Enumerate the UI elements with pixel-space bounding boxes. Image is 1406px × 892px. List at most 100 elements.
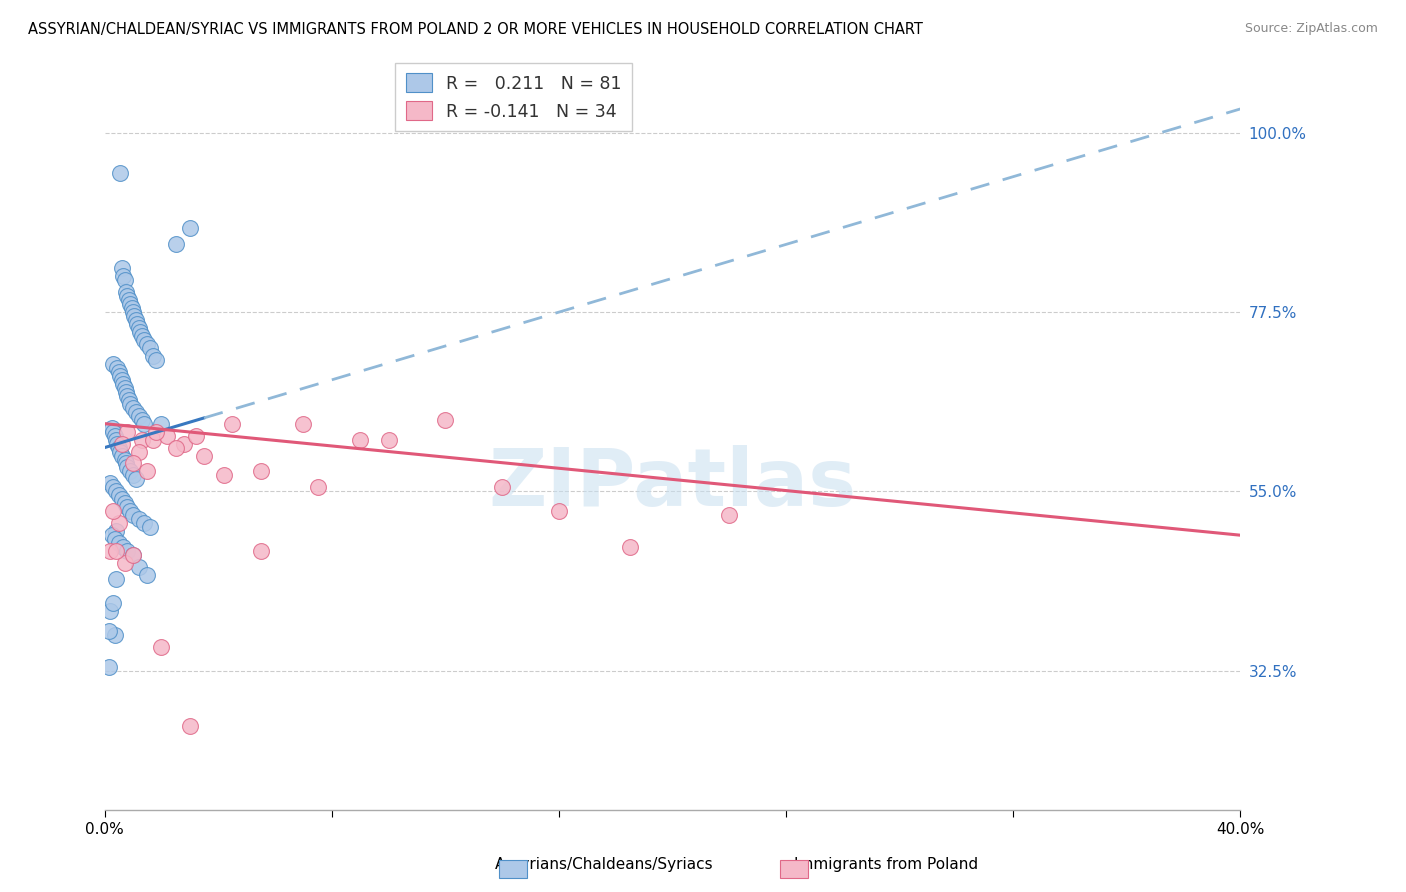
Point bbox=[108, 536, 131, 550]
Point bbox=[117, 460, 139, 475]
Point bbox=[118, 293, 141, 308]
Point bbox=[125, 313, 148, 327]
Point bbox=[107, 360, 129, 375]
Point bbox=[107, 436, 129, 450]
Point bbox=[131, 433, 153, 447]
Point bbox=[134, 417, 156, 431]
Point bbox=[125, 472, 148, 486]
Point bbox=[122, 508, 145, 523]
Point bbox=[105, 544, 128, 558]
Legend: R =   0.211   N = 81, R = -0.141   N = 34: R = 0.211 N = 81, R = -0.141 N = 34 bbox=[395, 63, 631, 131]
Point bbox=[434, 412, 457, 426]
Point bbox=[718, 508, 741, 523]
Point bbox=[103, 480, 125, 494]
Point bbox=[112, 540, 135, 554]
Point bbox=[111, 261, 134, 276]
Point bbox=[104, 532, 127, 546]
Point bbox=[122, 401, 145, 415]
Point bbox=[250, 544, 273, 558]
Point bbox=[128, 560, 150, 574]
Point bbox=[105, 433, 128, 447]
Point bbox=[122, 305, 145, 319]
Point bbox=[120, 397, 142, 411]
Point bbox=[142, 349, 165, 363]
Point bbox=[103, 596, 125, 610]
Point bbox=[139, 520, 162, 534]
Point bbox=[250, 465, 273, 479]
Point bbox=[136, 465, 159, 479]
Point bbox=[212, 468, 235, 483]
Point bbox=[103, 504, 125, 518]
Point bbox=[110, 368, 132, 383]
Point bbox=[110, 444, 132, 458]
Point bbox=[117, 289, 139, 303]
Point bbox=[124, 309, 146, 323]
Point bbox=[128, 512, 150, 526]
Point bbox=[97, 659, 120, 673]
Point bbox=[98, 544, 121, 558]
Point bbox=[131, 329, 153, 343]
Point bbox=[127, 317, 149, 331]
Point bbox=[134, 333, 156, 347]
Point bbox=[120, 504, 142, 518]
Point bbox=[115, 457, 138, 471]
Point bbox=[156, 428, 179, 442]
Point bbox=[117, 425, 139, 439]
Point bbox=[103, 357, 125, 371]
Text: Immigrants from Poland: Immigrants from Poland bbox=[794, 857, 977, 872]
Text: ZIPatlas: ZIPatlas bbox=[488, 445, 856, 523]
Point bbox=[139, 341, 162, 355]
Point bbox=[120, 297, 142, 311]
Point bbox=[179, 221, 201, 235]
Point bbox=[117, 389, 139, 403]
Point bbox=[619, 540, 641, 554]
Point bbox=[131, 412, 153, 426]
Point bbox=[134, 516, 156, 531]
Point bbox=[115, 384, 138, 399]
Point bbox=[142, 433, 165, 447]
Point bbox=[548, 504, 571, 518]
Text: Assyrians/Chaldeans/Syriacs: Assyrians/Chaldeans/Syriacs bbox=[495, 857, 714, 872]
Point bbox=[105, 524, 128, 539]
Point bbox=[108, 441, 131, 455]
Point bbox=[111, 449, 134, 463]
Point bbox=[122, 457, 145, 471]
Point bbox=[165, 441, 187, 455]
Point bbox=[111, 436, 134, 450]
Point bbox=[145, 425, 167, 439]
Point bbox=[98, 476, 121, 491]
Point bbox=[193, 449, 215, 463]
Point bbox=[129, 325, 152, 339]
Point bbox=[150, 417, 173, 431]
Point bbox=[104, 428, 127, 442]
Point bbox=[110, 166, 132, 180]
Point bbox=[122, 468, 145, 483]
Point bbox=[491, 480, 513, 494]
Point bbox=[145, 352, 167, 367]
Point bbox=[150, 640, 173, 654]
Point bbox=[117, 544, 139, 558]
Point bbox=[103, 425, 125, 439]
Point bbox=[221, 417, 243, 431]
Point bbox=[112, 376, 135, 391]
Point bbox=[108, 516, 131, 531]
Point bbox=[114, 273, 136, 287]
Point bbox=[114, 452, 136, 467]
Text: ASSYRIAN/CHALDEAN/SYRIAC VS IMMIGRANTS FROM POLAND 2 OR MORE VEHICLES IN HOUSEHO: ASSYRIAN/CHALDEAN/SYRIAC VS IMMIGRANTS F… bbox=[28, 22, 922, 37]
Point bbox=[108, 488, 131, 502]
Point bbox=[136, 337, 159, 351]
Point bbox=[114, 381, 136, 395]
Point bbox=[118, 392, 141, 407]
Point bbox=[136, 568, 159, 582]
Point bbox=[165, 237, 187, 252]
Point bbox=[104, 628, 127, 642]
Point bbox=[111, 492, 134, 507]
Point bbox=[114, 556, 136, 570]
Point bbox=[122, 548, 145, 562]
Point bbox=[97, 624, 120, 638]
Text: Source: ZipAtlas.com: Source: ZipAtlas.com bbox=[1244, 22, 1378, 36]
Point bbox=[112, 269, 135, 284]
Point bbox=[125, 405, 148, 419]
Point bbox=[349, 433, 371, 447]
Point bbox=[122, 548, 145, 562]
